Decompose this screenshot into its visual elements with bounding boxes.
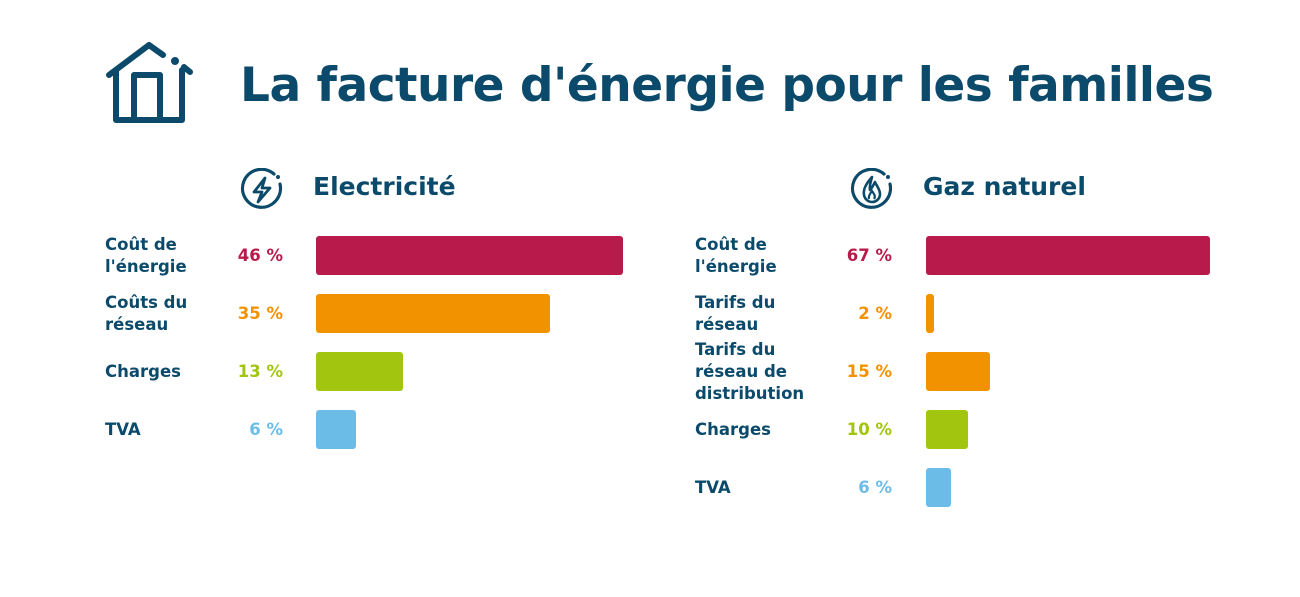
value-label: 67 % (846, 246, 892, 265)
bar (316, 294, 550, 333)
category-label: Tarifs du réseau de distribution (695, 340, 805, 403)
value-label: 6 % (858, 478, 892, 497)
flame-icon (850, 168, 893, 209)
value-label: 13 % (237, 362, 283, 381)
category-label: Charges (695, 420, 771, 439)
category-label: Charges (105, 362, 181, 381)
category-label: TVA (105, 420, 141, 439)
electricity-title: Electricité (313, 172, 456, 201)
value-label: 15 % (846, 362, 892, 381)
bar (926, 294, 935, 333)
category-label: TVA (695, 478, 731, 497)
bar (316, 352, 403, 391)
bar (316, 410, 357, 449)
page-title: La facture d'énergie pour les familles (240, 58, 1214, 113)
value-label: 10 % (846, 420, 892, 439)
gas-title: Gaz naturel (923, 172, 1086, 201)
bar (316, 236, 623, 275)
category-label: Coûts du réseau (105, 293, 188, 334)
bar (926, 352, 990, 391)
value-label: 35 % (237, 304, 283, 323)
category-label: Tarifs du réseau (695, 293, 776, 334)
category-label: Coût de l'énergie (695, 235, 777, 276)
value-label: 6 % (249, 420, 283, 439)
lightning-icon (240, 168, 283, 209)
bar (926, 468, 952, 507)
value-label: 2 % (858, 304, 892, 323)
bar (926, 410, 969, 449)
bar (926, 236, 1210, 275)
category-label: Coût de l'énergie (105, 235, 187, 276)
house-icon (106, 42, 193, 123)
value-label: 46 % (237, 246, 283, 265)
